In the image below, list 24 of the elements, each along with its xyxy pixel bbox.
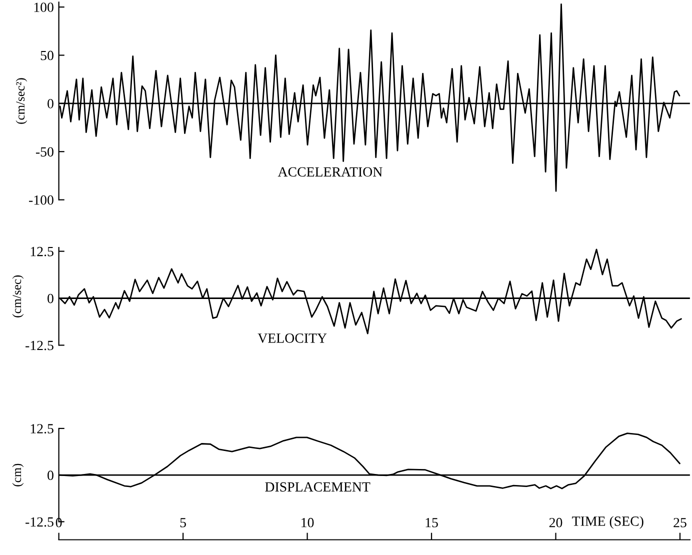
annotation: DISPLACEMENT bbox=[265, 482, 370, 492]
x-axis-title: TIME (SEC) bbox=[572, 516, 644, 529]
y-tick-label: 50 bbox=[40, 50, 54, 60]
y-tick-label: -50 bbox=[36, 147, 54, 157]
x-tick-label: 10 bbox=[302, 518, 314, 528]
y-tick-label: 0 bbox=[48, 99, 54, 108]
y-axis-title: (cm) bbox=[12, 464, 24, 486]
y-tick-label: 12.5 bbox=[30, 424, 54, 434]
annotation: ACCELERATION bbox=[278, 167, 382, 177]
y-tick-label: -12.5 bbox=[26, 517, 54, 527]
y-tick-label: -100 bbox=[29, 195, 54, 205]
y-tick-label: 0 bbox=[48, 294, 54, 304]
x-tick-label: 0 bbox=[56, 518, 62, 528]
y-tick-label: 0 bbox=[48, 470, 54, 480]
y-axis-title: (cm/sec) bbox=[12, 275, 24, 318]
x-tick-label: 25 bbox=[674, 518, 686, 528]
x-tick-label: 5 bbox=[180, 518, 186, 528]
x-tick-label: 20 bbox=[549, 518, 562, 528]
annotation: VELOCITY bbox=[258, 333, 327, 343]
y-axis-title: (cm/sec²) bbox=[16, 78, 28, 124]
y-tick-label: 12.5 bbox=[30, 246, 54, 256]
y-tick-label: -12.5 bbox=[26, 340, 54, 350]
x-tick-label: 15 bbox=[426, 518, 438, 528]
y-tick-label: 100 bbox=[34, 2, 54, 12]
